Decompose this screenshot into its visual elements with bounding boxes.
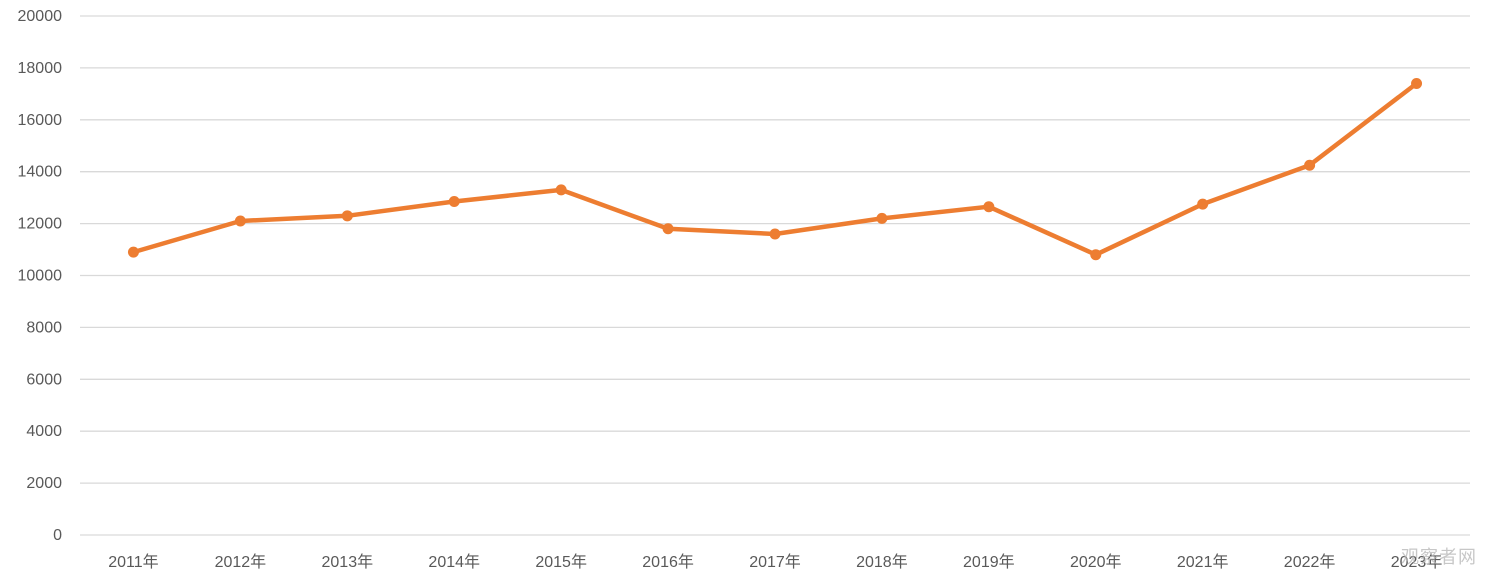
data-point [1411, 77, 1423, 89]
x-tick-label: 2018年 [856, 553, 908, 571]
y-tick-label: 16000 [18, 112, 63, 129]
x-tick-label: 2023年 [1391, 553, 1443, 571]
data-point [1197, 198, 1209, 210]
data-point [234, 215, 246, 227]
x-tick-label: 2016年 [642, 553, 694, 571]
y-tick-label: 6000 [26, 371, 62, 388]
x-tick-label: 2013年 [322, 553, 374, 571]
y-tick-label: 8000 [26, 319, 62, 336]
y-tick-label: 4000 [26, 423, 62, 440]
y-tick-label: 0 [53, 527, 62, 544]
y-tick-label: 18000 [18, 60, 63, 77]
series-layer [127, 77, 1423, 261]
data-point [1090, 249, 1102, 261]
x-axis-tick-labels: 2011年 2012年 2013年 2014年 2015年 2016年 2017年 2018年… [108, 553, 1442, 571]
x-tick-label: 2012年 [215, 553, 267, 571]
data-point [341, 210, 353, 222]
data-point [1304, 159, 1316, 171]
x-tick-label: 2019年 [963, 553, 1015, 571]
x-tick-label: 2014年 [428, 553, 480, 571]
x-tick-label: 2022年 [1284, 553, 1336, 571]
x-tick-label: 2021年 [1177, 553, 1229, 571]
y-tick-label: 20000 [18, 8, 63, 25]
y-axis-tick-labels: 0 2000 4000 6000 8000 10000 12000 14000 16000 180… [18, 8, 63, 544]
watermark-logo: 观察者网 [1401, 547, 1477, 568]
data-point [876, 212, 888, 224]
data-point [983, 201, 995, 213]
gridlines [80, 15, 1470, 536]
data-point [662, 223, 674, 235]
y-tick-label: 2000 [26, 475, 62, 492]
x-tick-label: 2020年 [1070, 553, 1122, 571]
data-point [127, 246, 139, 258]
x-tick-label: 2011年 [108, 553, 158, 571]
x-tick-label: 2017年 [749, 553, 801, 571]
data-point [448, 196, 460, 208]
data-point [555, 184, 567, 196]
y-tick-label: 14000 [18, 164, 63, 181]
x-tick-label: 2015年 [535, 553, 587, 571]
y-tick-label: 10000 [18, 268, 63, 285]
data-point [769, 228, 781, 240]
y-tick-label: 12000 [18, 216, 63, 233]
